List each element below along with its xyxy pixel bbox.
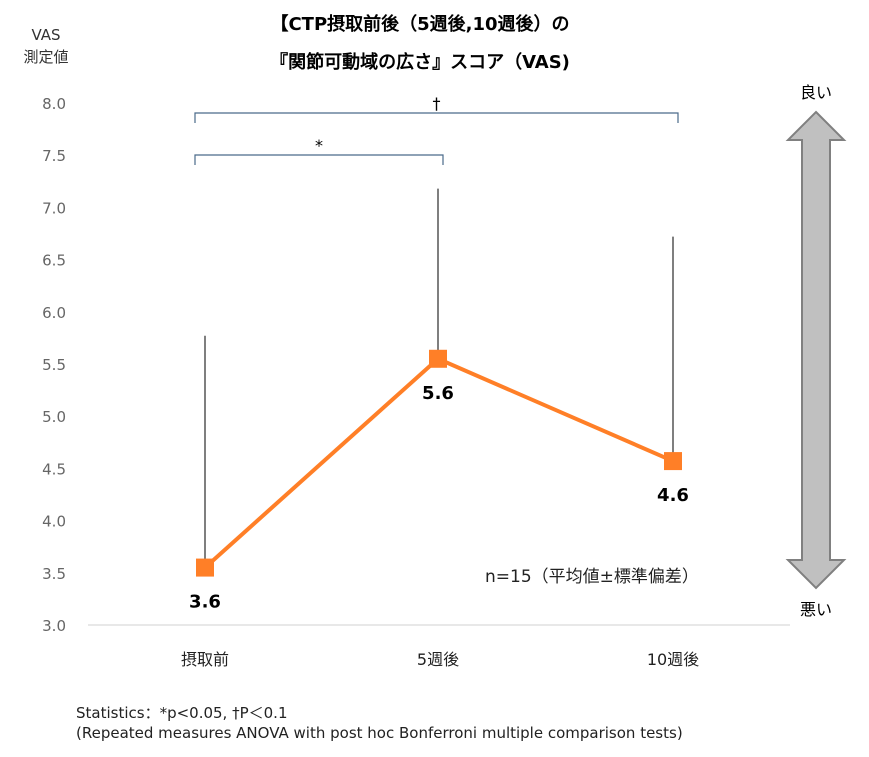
annotation: n=15（平均値±標準偏差）: [485, 567, 699, 587]
significance-mark: †: [433, 94, 441, 113]
arrow-bottom-label: 悪い: [800, 600, 832, 619]
data-label: 4.6: [657, 485, 689, 506]
y-tick-label: 8.0: [42, 95, 66, 113]
data-point: [429, 349, 447, 368]
chart-title-line2: 『関節可動域の広さ』スコア（VAS): [270, 51, 570, 73]
chart-title-line1: 【CTP摂取前後（5週後,10週後）の: [270, 13, 569, 35]
y-tick-label: 5.5: [42, 356, 66, 374]
data-point: [664, 452, 682, 471]
y-axis-label-1: VAS: [31, 26, 60, 44]
y-axis-label-2: 測定値: [23, 48, 68, 66]
y-tick-label: 3.0: [42, 617, 66, 635]
y-tick-label: 6.0: [42, 304, 66, 322]
data-label: 3.6: [189, 592, 221, 613]
x-tick-label: 摂取前: [181, 650, 229, 669]
footer-method: (Repeated measures ANOVA with post hoc B…: [76, 724, 683, 742]
y-tick-label: 4.5: [42, 460, 66, 478]
y-tick-label: 7.5: [42, 147, 66, 165]
significance-bracket: [194, 112, 679, 123]
significance-bracket: [194, 154, 444, 165]
data-label: 5.6: [422, 383, 454, 404]
y-tick-label: 7.0: [42, 199, 66, 217]
y-tick-label: 3.5: [42, 565, 66, 583]
y-tick-label: 4.0: [42, 513, 66, 531]
data-point: [196, 558, 214, 577]
y-tick-label: 5.0: [42, 408, 66, 426]
significance-mark: *: [315, 136, 323, 155]
arrow-top-label: 良い: [800, 83, 832, 102]
footer-statistics: Statistics：*p<0.05, †P＜0.1: [76, 704, 288, 722]
x-tick-label: 5週後: [417, 650, 459, 669]
y-tick-label: 6.5: [42, 252, 66, 270]
x-tick-label: 10週後: [647, 650, 699, 669]
good-bad-arrow: [785, 110, 847, 590]
